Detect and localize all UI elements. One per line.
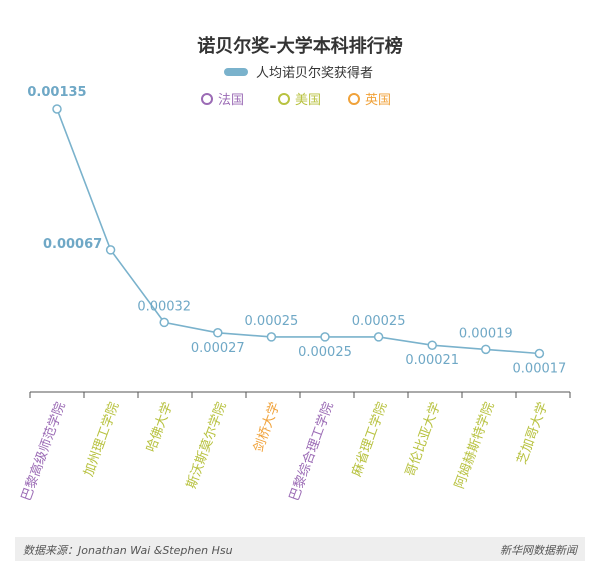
x-tick-label-2: 加州理工学院 [81,400,123,479]
chart-title: 诺贝尔奖-大学本科排行榜 [197,35,402,57]
data-point-6 [320,332,330,342]
data-point-3 [159,317,169,328]
source-note: 数据来源：Jonathan Wai &Stephen Hsu [23,544,233,557]
data-label-10: 0.00017 [513,361,567,376]
data-label-7: 0.00025 [352,314,406,329]
data-label-8: 0.00021 [405,353,459,368]
x-tick-label-1: 巴黎高级师范学院 [18,400,69,503]
brand-credit: 新华网数据新闻 [500,544,577,557]
data-label-5: 0.00025 [245,314,299,329]
legend-label-3: 英国 [365,93,391,108]
data-label-9: 0.00019 [459,326,513,341]
footer: 数据来源：Jonathan Wai &Stephen Hsu 新华网数据新闻 [15,537,585,561]
legend-series-label: 人均诺贝尔奖获得者 [256,65,373,81]
legend-marker-1 [201,93,213,105]
data-point-7 [373,332,384,342]
legend: 人均诺贝尔奖获得者 法国 美国 英国 [201,65,391,108]
data-point-1 [52,104,62,114]
x-tick-label-10: 芝加哥大学 [514,400,551,467]
plot-area: 0.001350.000670.000320.000270.000250.000… [27,85,566,376]
legend-marker-2 [278,93,290,105]
x-tick-label-8: 哥伦比亚大学 [402,400,444,479]
series-line [56,108,540,355]
legend-label-2: 美国 [295,93,321,108]
x-axis: 巴黎高级师范学院 加州理工学院 哈佛大学 斯沃斯莫尔学院 剑桥大学 巴黎综合理工学院 麻省理… [18,391,571,503]
legend-marker-3 [348,93,360,105]
x-tick-label-9: 阿姆赫斯特学院 [451,400,497,491]
data-label-6: 0.00025 [298,345,352,360]
x-tick-label-6: 巴黎综合理工学院 [286,400,337,503]
data-point-10 [534,348,545,359]
legend-label-1: 法国 [218,93,244,108]
x-tick-label-4: 斯沃斯莫尔学院 [183,400,229,491]
data-point-8 [427,340,437,350]
x-tick-label-7: 麻省理工学院 [349,400,391,479]
data-point-5 [266,332,277,342]
data-label-2: 0.00067 [43,237,102,252]
data-point-9 [481,344,491,355]
data-label-1: 0.00135 [27,85,86,100]
data-label-4: 0.00027 [191,341,245,356]
legend-series-swatch [224,68,248,76]
data-point-2 [105,245,116,255]
data-label-3: 0.00032 [137,299,191,314]
x-tick-label-3: 哈佛大学 [143,400,176,454]
x-tick-label-5: 剑桥大学 [250,400,283,454]
data-point-4 [213,328,223,338]
